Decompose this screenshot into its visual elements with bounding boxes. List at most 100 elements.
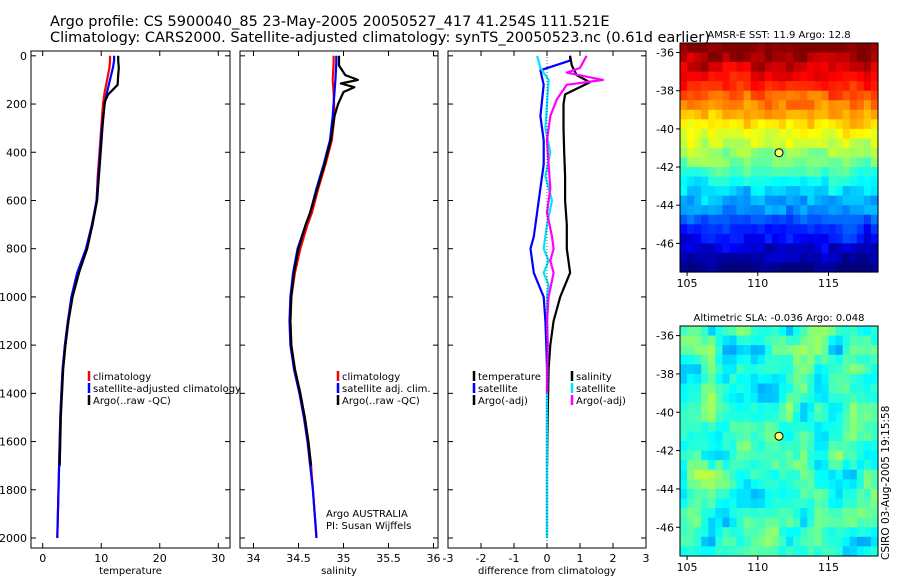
heatmap-cell xyxy=(856,383,865,394)
heatmap-cell xyxy=(779,383,787,394)
x-tick-label: 115 xyxy=(818,561,839,574)
heatmap-cell xyxy=(715,402,724,413)
heatmap-cell xyxy=(828,243,837,254)
heatmap-cell xyxy=(842,195,851,206)
heatmap-cell xyxy=(743,479,752,490)
heatmap-cell xyxy=(771,205,780,216)
heatmap-cells xyxy=(680,326,879,557)
heatmap-cell xyxy=(870,402,879,413)
heatmap-cell xyxy=(701,167,709,178)
heatmap-cell xyxy=(729,262,738,273)
heatmap-cell xyxy=(821,195,830,206)
heatmap-cell xyxy=(842,498,851,509)
heatmap-cell xyxy=(786,421,794,433)
heatmap-cell xyxy=(849,383,858,394)
heatmap-cell xyxy=(842,412,851,423)
heatmap-cell xyxy=(729,546,738,557)
heatmap-cell xyxy=(821,431,830,442)
heatmap-cell xyxy=(757,383,766,394)
heatmap-cell xyxy=(856,71,865,82)
heatmap-cell xyxy=(701,517,709,528)
heatmap-cell xyxy=(722,186,731,197)
heatmap-cell xyxy=(715,393,724,404)
heatmap-cell xyxy=(842,43,851,54)
heatmap-cell xyxy=(722,176,731,187)
heatmap-cell xyxy=(835,109,844,120)
heatmap-cell xyxy=(828,536,837,548)
heatmap-cell xyxy=(694,479,702,490)
heatmap-cell xyxy=(701,431,709,442)
heatmap-cell xyxy=(856,100,865,111)
heatmap-cell xyxy=(779,119,787,130)
heatmap-cell xyxy=(694,383,702,394)
heatmap-cell xyxy=(793,176,801,187)
heatmap-cell xyxy=(863,527,872,538)
heatmap-cell xyxy=(842,517,851,528)
heatmap-cell xyxy=(828,138,837,149)
heatmap-cell xyxy=(821,224,830,235)
x-axis-label: temperature xyxy=(99,566,162,577)
heatmap-cell xyxy=(680,109,688,120)
heatmap-cell xyxy=(786,345,794,356)
heatmap-cell xyxy=(779,186,787,197)
heatmap-cell xyxy=(786,354,794,365)
heatmap-cell xyxy=(842,233,851,244)
heatmap-cell xyxy=(687,460,695,471)
heatmap-cell xyxy=(736,81,745,92)
heatmap-cell xyxy=(828,119,837,130)
heatmap-cell xyxy=(856,488,865,500)
heatmap-cell xyxy=(771,52,780,63)
heatmap-cell xyxy=(757,119,766,130)
heatmap-cell xyxy=(694,393,702,404)
heatmap-cell xyxy=(814,138,823,149)
heatmap-cell xyxy=(821,176,830,187)
heatmap-cell xyxy=(870,412,879,423)
heatmap-cell xyxy=(757,224,766,235)
heatmap-cell xyxy=(821,90,830,101)
y-tick-label: -36 xyxy=(656,47,674,60)
heatmap-cell xyxy=(807,262,815,273)
heatmap-cell xyxy=(779,167,787,178)
x-axis-label: salinity xyxy=(321,566,357,577)
heatmap-cell xyxy=(779,326,787,337)
heatmap-cell xyxy=(814,431,823,442)
heatmap-cell xyxy=(687,262,695,273)
heatmap-cell xyxy=(786,43,794,54)
heatmap-cell xyxy=(764,71,773,82)
heatmap-cell xyxy=(779,224,787,235)
heatmap-cell xyxy=(793,373,801,385)
heatmap-cell xyxy=(779,243,787,254)
heatmap-cell xyxy=(757,205,766,216)
heatmap-cell xyxy=(750,243,759,254)
y-tick-label: -42 xyxy=(656,161,674,174)
heatmap-cell xyxy=(800,527,808,538)
heatmap-cell xyxy=(764,262,773,273)
heatmap-cell xyxy=(701,412,709,423)
heatmap-cell xyxy=(793,431,801,442)
heatmap-cell xyxy=(828,345,837,356)
y-tick-label: -38 xyxy=(656,85,674,98)
heatmap-cell xyxy=(729,536,738,548)
heatmap-cell xyxy=(694,167,702,178)
heatmap-cell xyxy=(863,412,872,423)
heatmap-cell xyxy=(779,517,787,528)
heatmap-cell xyxy=(729,354,738,365)
heatmap-cell xyxy=(736,460,745,471)
heatmap-cell xyxy=(786,214,794,225)
heatmap-cell xyxy=(842,402,851,413)
heatmap-cell xyxy=(863,128,872,140)
heatmap-cell xyxy=(835,421,844,433)
x-tick-label: 1 xyxy=(577,552,584,565)
heatmap-cell xyxy=(687,354,695,365)
heatmap-cell xyxy=(786,450,794,461)
heatmap-cell xyxy=(743,498,752,509)
heatmap-cell xyxy=(743,412,752,423)
heatmap-cell xyxy=(771,383,780,394)
heatmap-cell xyxy=(701,450,709,461)
heatmap-cell xyxy=(849,527,858,538)
heatmap-cell xyxy=(821,52,830,63)
heatmap-cell xyxy=(750,176,759,187)
map-frame xyxy=(679,42,879,273)
heatmap-cell xyxy=(779,450,787,461)
heatmap-cell xyxy=(743,345,752,356)
